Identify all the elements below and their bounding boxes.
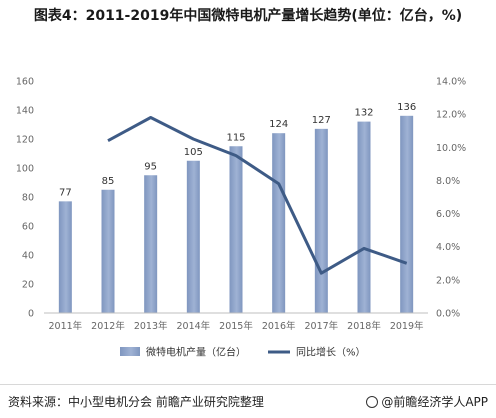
legend-bar-label: 微特电机产量（亿台） [146,346,246,359]
left-axis-ticks: 0 20 40 60 80 100 120 140 160 [16,77,34,320]
bar-value-label: 105 [184,147,203,158]
right-tick-label: 10.0% [436,143,466,154]
bar-2013年 [144,175,158,313]
right-tick-label: 12.0% [436,110,466,121]
left-tick-label: 140 [16,106,34,117]
x-tick-label: 2015年 [219,320,253,332]
left-tick-label: 120 [16,135,34,146]
x-tick-label: 2019年 [390,320,424,332]
x-tick-label: 2017年 [304,320,338,332]
left-tick-label: 100 [16,164,34,175]
left-tick-label: 0 [28,309,34,320]
left-tick-label: 80 [22,193,34,204]
growth-line [107,116,408,275]
x-tick-label: 2012年 [91,320,125,332]
chart-title: 图表4：2011-2019年中国微特电机产量增长趋势(单位：亿台，%) [33,8,463,24]
left-tick-label: 60 [22,222,34,233]
bar-2012年 [101,189,115,313]
bar-value-label: 136 [397,102,416,113]
bar-group [58,115,414,313]
x-tick-label: 2014年 [176,320,210,332]
bar-2014年 [186,160,200,313]
x-tick-label: 2013年 [134,320,168,332]
legend-line-label: 同比增长（%） [296,346,366,359]
right-tick-label: 2.0% [436,275,460,286]
bar-value-label: 124 [269,119,288,130]
bar-label-group: 77 85 95 105 115 124 127 132 136 [59,102,416,199]
x-tick-label: 2011年 [48,320,82,332]
left-tick-label: 20 [22,280,34,291]
x-tick-label: 2018年 [347,320,381,332]
right-tick-label: 0.0% [436,309,460,320]
right-tick-label: 14.0% [436,77,466,88]
bar-value-label: 115 [226,132,245,143]
right-tick-label: 8.0% [436,176,460,187]
chart: 77 85 95 105 115 124 127 132 136 0 20 40 60 80 100 120… [16,77,466,359]
right-tick-label: 4.0% [436,242,460,253]
bar-2018年 [357,121,371,313]
bar-2015年 [229,146,243,313]
footer: 资料来源：中小型电机分会 前瞻产业研究院整理 @前瞻经济学人APP [0,384,496,418]
bar-2016年 [272,133,286,313]
x-axis-ticks: 2011年 2012年 2013年 2014年 2015年 2016年 2017年 2018年… [48,320,424,332]
bar-value-label: 95 [144,161,157,172]
left-tick-label: 40 [22,251,34,262]
right-tick-label: 6.0% [436,209,460,220]
bar-2019年 [400,115,414,313]
left-tick-label: 160 [16,77,34,88]
right-axis-ticks: 0.0% 2.0% 4.0% 6.0% 8.0% 10.0% 12.0% 14.0% [436,77,466,320]
bar-value-label: 77 [59,187,72,198]
brand: @前瞻经济学人APP [366,393,488,410]
x-tick-label: 2016年 [262,320,296,332]
legend: 微特电机产量（亿台） 同比增长（%） [120,346,366,359]
legend-bar-swatch [120,347,140,356]
brand-logo-icon [366,396,379,408]
bar-value-label: 127 [312,115,331,126]
bar-value-label: 85 [102,176,115,187]
bar-2017年 [314,128,328,313]
brand-text: @前瞻经济学人APP [381,395,488,409]
bar-2011年 [58,201,72,313]
bar-value-label: 132 [354,108,373,119]
source-text: 资料来源：中小型电机分会 前瞻产业研究院整理 [8,395,264,409]
